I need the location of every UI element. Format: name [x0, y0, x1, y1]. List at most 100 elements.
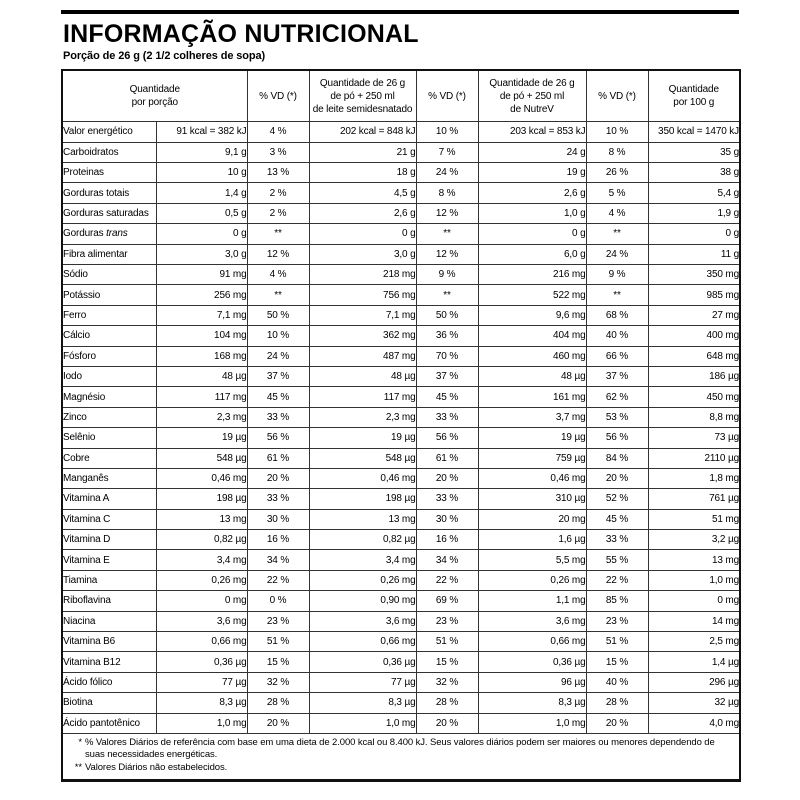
footnote-not-established: ** Valores Diários não estabelecidos. [69, 762, 731, 774]
cell-vd-nutrev: 24 % [585, 243, 649, 265]
table-row: Vitamina B6 0,66 mg 51 % 0,66 mg 51 % 0,66 mg… [61, 631, 741, 653]
cell-qty-per-portion: 0,46 mg [155, 467, 248, 490]
cell-vd-milk: 32 % [415, 671, 479, 694]
cell-qty-milk: 77 µg [308, 671, 417, 694]
table-row: Selênio 19 µg 56 % 19 µg 56 % 19 µg 56 % 73 µg [61, 427, 741, 449]
cell-nutrient-label: Vitamina D [61, 529, 157, 551]
cell-vd-nutrev: 28 % [585, 692, 649, 714]
cell-qty-per-portion: 10 g [155, 162, 248, 184]
cell-vd-milk: 20 % [415, 467, 479, 490]
cell-qty-per-100g: 1,0 mg [647, 569, 741, 592]
table-row: Ácido fólico 77 µg 32 % 77 µg 32 % 96 µg 40 % 2… [61, 671, 741, 694]
cell-qty-milk: 0,36 µg [308, 651, 417, 673]
cell-vd-nutrev: 84 % [585, 447, 649, 469]
cell-nutrient-label: Riboflavina [61, 590, 157, 612]
cell-vd-nutrev: 4 % [585, 202, 649, 225]
cell-vd-milk: 30 % [415, 508, 479, 531]
cell-qty-per-portion: 3,6 mg [155, 610, 248, 633]
cell-nutrient-label: Fósforo [61, 345, 157, 367]
cell-vd-per-portion: 3 % [246, 141, 310, 164]
cell-vd-per-portion: 20 % [246, 467, 310, 490]
nutrition-table: Quantidade por porção % VD (*) Quantidad… [61, 69, 741, 783]
cell-nutrient-label: Iodo [61, 365, 157, 388]
table-body: Valor energético 91 kcal = 382 kJ 4 % 202 k… [61, 121, 741, 734]
table-row: Potássio 256 mg ** 756 mg ** 522 mg ** 985 mg [61, 284, 741, 306]
cell-qty-milk: 7,1 mg [308, 304, 417, 327]
table-row: Vitamina D 0,82 µg 16 % 0,82 µg 16 % 1,6 µg 33… [61, 529, 741, 551]
cell-vd-milk: ** [415, 223, 479, 245]
cell-vd-nutrev: 68 % [585, 304, 649, 327]
cell-vd-per-portion: 23 % [246, 610, 310, 633]
cell-qty-per-100g: 2,5 mg [647, 631, 741, 653]
cell-vd-milk: 70 % [415, 345, 479, 367]
cell-vd-milk: 51 % [415, 631, 479, 653]
cell-vd-per-portion: 51 % [246, 631, 310, 653]
cell-qty-milk: 3,4 mg [308, 549, 417, 571]
table-row: Valor energético 91 kcal = 382 kJ 4 % 202 k… [61, 121, 741, 143]
cell-vd-per-portion: 50 % [246, 304, 310, 327]
cell-nutrient-label: Gorduras totais [61, 182, 157, 204]
cell-nutrient-label: Biotina [61, 692, 157, 714]
cell-nutrient-label: Vitamina C [61, 508, 157, 531]
cell-vd-nutrev: 85 % [585, 590, 649, 612]
cell-vd-nutrev: 26 % [585, 162, 649, 184]
cell-nutrient-label: Fibra alimentar [61, 243, 157, 265]
cell-vd-nutrev: 5 % [585, 182, 649, 204]
table-row: Fibra alimentar 3,0 g 12 % 3,0 g 12 % 6,0 g 24… [61, 243, 741, 265]
cell-qty-nutrev: 24 g [477, 141, 587, 164]
cell-vd-milk: 24 % [415, 162, 479, 184]
cell-qty-nutrev: 0,46 mg [477, 467, 587, 490]
cell-vd-per-portion: 0 % [246, 590, 310, 612]
cell-vd-per-portion: 34 % [246, 549, 310, 571]
cell-nutrient-label: Ácido fólico [61, 671, 157, 694]
cell-vd-nutrev: 22 % [585, 569, 649, 592]
cell-qty-per-portion: 1,0 mg [155, 712, 248, 734]
cell-vd-per-portion: 16 % [246, 529, 310, 551]
cell-vd-nutrev: 20 % [585, 467, 649, 490]
table-row: Tiamina 0,26 mg 22 % 0,26 mg 22 % 0,26 mg 22 %… [61, 569, 741, 592]
cell-qty-per-100g: 400 mg [647, 325, 741, 347]
cell-qty-per-100g: 1,9 g [647, 202, 741, 225]
cell-qty-nutrev: 1,6 µg [477, 529, 587, 551]
cell-qty-per-100g: 8,8 mg [647, 406, 741, 429]
cell-qty-milk: 0,90 mg [308, 590, 417, 612]
cell-vd-milk: 50 % [415, 304, 479, 327]
cell-vd-per-portion: ** [246, 284, 310, 306]
cell-vd-per-portion: 4 % [246, 263, 310, 286]
cell-qty-milk: 0,66 mg [308, 631, 417, 653]
cell-vd-milk: 36 % [415, 325, 479, 347]
table-row: Ácido pantotênico 1,0 mg 20 % 1,0 mg 20 % 1,0… [61, 712, 741, 734]
table-row: Vitamina A 198 µg 33 % 198 µg 33 % 310 µg 52 %… [61, 488, 741, 510]
page-title: INFORMAÇÃO NUTRICIONAL [63, 20, 419, 48]
table-row: Cobre 548 µg 61 % 548 µg 61 % 759 µg 84 % 2110 … [61, 447, 741, 469]
cell-qty-per-portion: 77 µg [155, 671, 248, 694]
cell-qty-per-portion: 7,1 mg [155, 304, 248, 327]
footnote-text: % Valores Diários de referência com base… [85, 736, 715, 761]
table-row: Fósforo 168 mg 24 % 487 mg 70 % 460 mg 66 % 648… [61, 345, 741, 367]
cell-qty-per-portion: 0 g [155, 223, 248, 245]
cell-vd-per-portion: 20 % [246, 712, 310, 734]
cell-nutrient-label: Vitamina A [61, 488, 157, 510]
top-bar [61, 10, 739, 14]
cell-vd-milk: 23 % [415, 610, 479, 633]
table-row: Vitamina B12 0,36 µg 15 % 0,36 µg 15 % 0,36 µ… [61, 651, 741, 673]
table-row: Niacina 3,6 mg 23 % 3,6 mg 23 % 3,6 mg 23 % 14 … [61, 610, 741, 633]
cell-vd-per-portion: 2 % [246, 202, 310, 225]
cell-qty-milk: 21 g [308, 141, 417, 164]
cell-vd-per-portion: 33 % [246, 406, 310, 429]
cell-nutrient-label: Cobre [61, 447, 157, 469]
cell-qty-milk: 2,6 g [308, 202, 417, 225]
footnote-marker: ** [74, 761, 82, 773]
table-row: Vitamina C 13 mg 30 % 13 mg 30 % 20 mg 45 % 51 … [61, 508, 741, 531]
cell-qty-milk: 19 µg [308, 427, 417, 449]
cell-qty-nutrev: 1,0 g [477, 202, 587, 225]
cell-vd-nutrev: 20 % [585, 712, 649, 734]
cell-vd-nutrev: 52 % [585, 488, 649, 510]
cell-qty-nutrev: 19 g [477, 162, 587, 184]
cell-nutrient-label: Cálcio [61, 325, 157, 347]
col-header-vd-nutrev: % VD (*) [585, 69, 649, 123]
cell-nutrient-label: Sódio [61, 263, 157, 286]
footnote-text: Valores Diários não estabelecidos. [85, 761, 228, 773]
cell-nutrient-label: Carboidratos [61, 141, 157, 164]
cell-vd-per-portion: 4 % [246, 121, 310, 143]
